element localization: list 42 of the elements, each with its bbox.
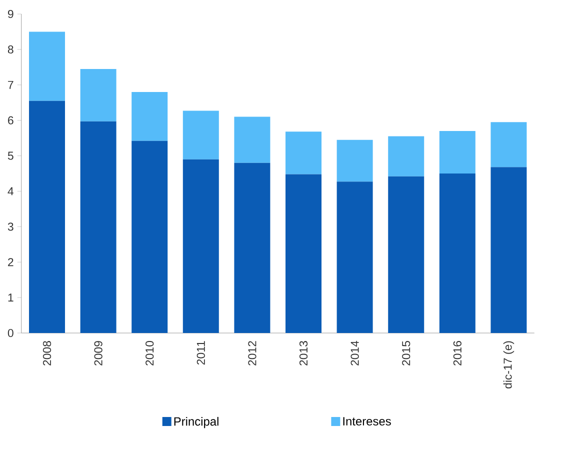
bar	[286, 132, 322, 174]
bar	[439, 174, 476, 333]
x-tick-label: 2008	[42, 341, 52, 366]
bar	[234, 116, 270, 163]
bar	[286, 174, 322, 333]
bar	[80, 68, 116, 122]
y-tick-label: 9	[8, 10, 14, 18]
legend-label: Principal	[174, 416, 218, 428]
y-tick-label: 1	[8, 294, 14, 302]
y-tick-label: 2	[8, 258, 14, 266]
x-tick-label: 2010	[146, 340, 154, 366]
x-tick-label: 2016	[453, 341, 462, 366]
x-tick-label: 2014	[350, 340, 359, 366]
bar	[29, 100, 65, 333]
y-tick-label: 6	[8, 116, 14, 124]
x-tick-label: 2009	[94, 341, 102, 366]
bar	[182, 110, 219, 160]
bar	[336, 140, 373, 182]
bar	[388, 136, 424, 176]
bar	[490, 122, 527, 168]
bar	[80, 121, 116, 333]
x-tick-label: 2012	[248, 341, 256, 366]
y-tick-label: 5	[8, 152, 14, 160]
bar	[132, 140, 168, 333]
y-tick-label: 8	[8, 45, 14, 54]
bar	[388, 176, 424, 333]
y-tick-label: 3	[8, 222, 14, 231]
y-tick-label: 0	[8, 328, 14, 338]
bar	[234, 162, 270, 333]
bar	[336, 182, 373, 333]
legend-label: Intereses	[343, 417, 391, 426]
bar	[490, 167, 527, 333]
x-tick-label: 2013	[299, 341, 308, 366]
bar	[182, 159, 219, 333]
bar	[439, 130, 476, 174]
y-tick-label: 4	[8, 187, 14, 196]
x-tick-label: 2011	[196, 341, 205, 365]
bar	[132, 92, 168, 141]
y-tick-label: 7	[8, 80, 14, 89]
x-tick-label: 2015	[402, 341, 410, 366]
bar	[29, 32, 65, 101]
x-tick-label: dic-17 (e)	[503, 341, 514, 388]
